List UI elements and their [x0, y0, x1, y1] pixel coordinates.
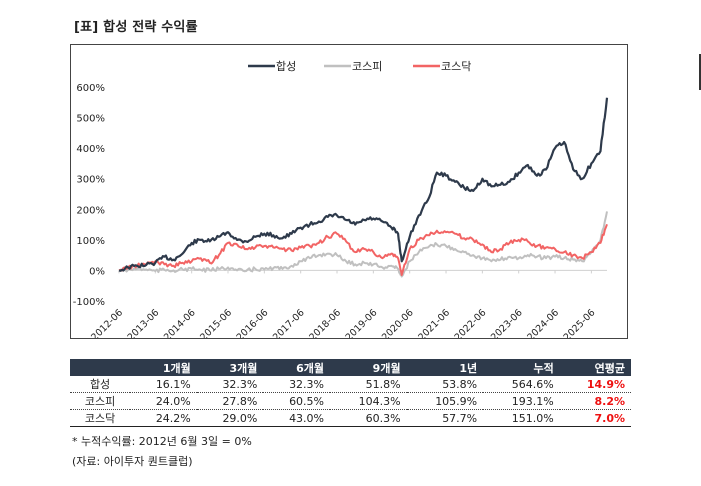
legend-label: 코스피: [352, 60, 382, 73]
table-header-row: 1개월 3개월 6개월 9개월 1년 누적 연평균: [70, 359, 631, 376]
x-tick-label: 2018-06: [307, 307, 343, 338]
table-cell: 60.5%: [263, 392, 331, 410]
row-label: 합성: [70, 376, 131, 393]
edge-divider: [699, 54, 701, 90]
x-tick-label: 2012-06: [89, 307, 125, 338]
y-tick-label: 600%: [76, 83, 105, 94]
x-tick-label: 2013-06: [126, 307, 162, 338]
series-line-kosdaq: [118, 223, 608, 276]
table-cell: 24.0%: [130, 392, 197, 410]
row-label: 코스닥: [70, 409, 131, 427]
x-tick-label: 2019-06: [344, 307, 380, 338]
table-row: 코스피 24.0% 27.8% 60.5% 104.3% 105.9% 193.…: [70, 392, 631, 410]
x-tick-label: 2015-06: [198, 307, 234, 338]
y-tick-label: 500%: [76, 114, 105, 125]
x-tick-label: 2024-06: [525, 307, 561, 338]
table-cell: 105.9%: [406, 392, 484, 410]
table-row: 합성 16.1% 32.3% 32.3% 51.8% 53.8% 564.6% …: [70, 376, 631, 393]
table-header-cell: [70, 359, 131, 376]
table-header-cell: 연평균: [559, 359, 631, 376]
table-cell: 53.8%: [406, 376, 484, 393]
chart-legend: 합성 코스피 코스닥: [248, 60, 471, 73]
table-cell: 51.8%: [330, 376, 407, 393]
table-header-cell: 6개월: [263, 359, 331, 376]
table-cell: 29.0%: [196, 409, 264, 427]
table-header-cell: 1년: [406, 359, 484, 376]
legend-label: 코스닥: [441, 60, 471, 73]
x-tick-label: 2023-06: [489, 307, 525, 338]
page-title: [표] 합성 전략 수익률: [74, 20, 198, 35]
y-tick-label: 200%: [76, 205, 105, 216]
table-cell: 27.8%: [196, 392, 264, 410]
x-tick-label: 2016-06: [235, 307, 271, 338]
table-cell: 104.3%: [330, 392, 407, 410]
table-cell: 564.6%: [483, 376, 560, 393]
x-tick-label: 2020-06: [380, 307, 416, 338]
table-cell: 16.1%: [130, 376, 197, 393]
table-cell: 60.3%: [330, 409, 407, 427]
x-tick-label: 2021-06: [416, 307, 452, 338]
table-cell: 43.0%: [263, 409, 331, 427]
table-row: 코스닥 24.2% 29.0% 43.0% 60.3% 57.7% 151.0%…: [70, 409, 631, 427]
y-tick-label: 100%: [76, 236, 105, 247]
table-header-cell: 누적: [483, 359, 560, 376]
y-axis: -100% 0% 100% 200% 300% 400% 500% 600%: [73, 83, 607, 308]
y-tick-label: -100%: [73, 297, 105, 308]
table-cell: 32.3%: [196, 376, 264, 393]
source-note: (자료: 아이투자 퀀트클럽): [72, 455, 193, 468]
table-cell: 24.2%: [130, 409, 197, 427]
table-header-cell: 3개월: [196, 359, 264, 376]
series-line-composite: [118, 97, 609, 272]
y-tick-label: 0%: [89, 266, 105, 277]
x-axis: 2012-06 2013-06 2014-06 2015-06 2016-06 2017-…: [89, 270, 598, 343]
x-tick-label: 2022-06: [453, 307, 489, 338]
footnote: * 누적수익률: 2012년 6월 3일 = 0%: [72, 435, 252, 448]
annual-return-cell: 7.0%: [559, 409, 631, 427]
series-lines: [118, 97, 609, 278]
chart-frame: 합성 코스피 코스닥 -100% 0% 100% 200% 300% 400% 500% 600%…: [70, 44, 628, 343]
row-label: 코스피: [70, 392, 131, 410]
x-tick-label: 2014-06: [162, 307, 198, 338]
annual-return-cell: 14.9%: [559, 376, 631, 393]
y-tick-label: 300%: [76, 175, 105, 186]
annual-return-cell: 8.2%: [559, 392, 631, 410]
legend-label: 합성: [276, 60, 296, 73]
table-header-cell: 9개월: [330, 359, 407, 376]
y-tick-label: 400%: [76, 144, 105, 155]
table-cell: 57.7%: [406, 409, 484, 427]
table-cell: 151.0%: [483, 409, 560, 427]
returns-line-chart: 합성 코스피 코스닥 -100% 0% 100% 200% 300% 400% 500% 600%…: [73, 60, 609, 343]
x-tick-label: 2025-06: [562, 307, 598, 338]
x-tick-label: 2017-06: [271, 307, 307, 338]
table-cell: 32.3%: [263, 376, 331, 393]
performance-table: 1개월 3개월 6개월 9개월 1년 누적 연평균 합성 16.1% 32.3%…: [70, 359, 631, 427]
table-header-cell: 1개월: [130, 359, 197, 376]
series-line-kospi: [118, 211, 608, 278]
table-cell: 193.1%: [483, 392, 560, 410]
